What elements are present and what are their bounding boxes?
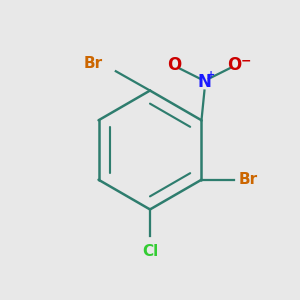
Text: N: N: [197, 73, 212, 91]
Text: Br: Br: [238, 172, 258, 187]
Text: +: +: [207, 70, 215, 80]
Text: −: −: [240, 54, 251, 67]
Text: O: O: [227, 56, 241, 74]
Text: Br: Br: [83, 56, 102, 71]
Text: O: O: [168, 56, 182, 74]
Text: Cl: Cl: [142, 244, 158, 259]
